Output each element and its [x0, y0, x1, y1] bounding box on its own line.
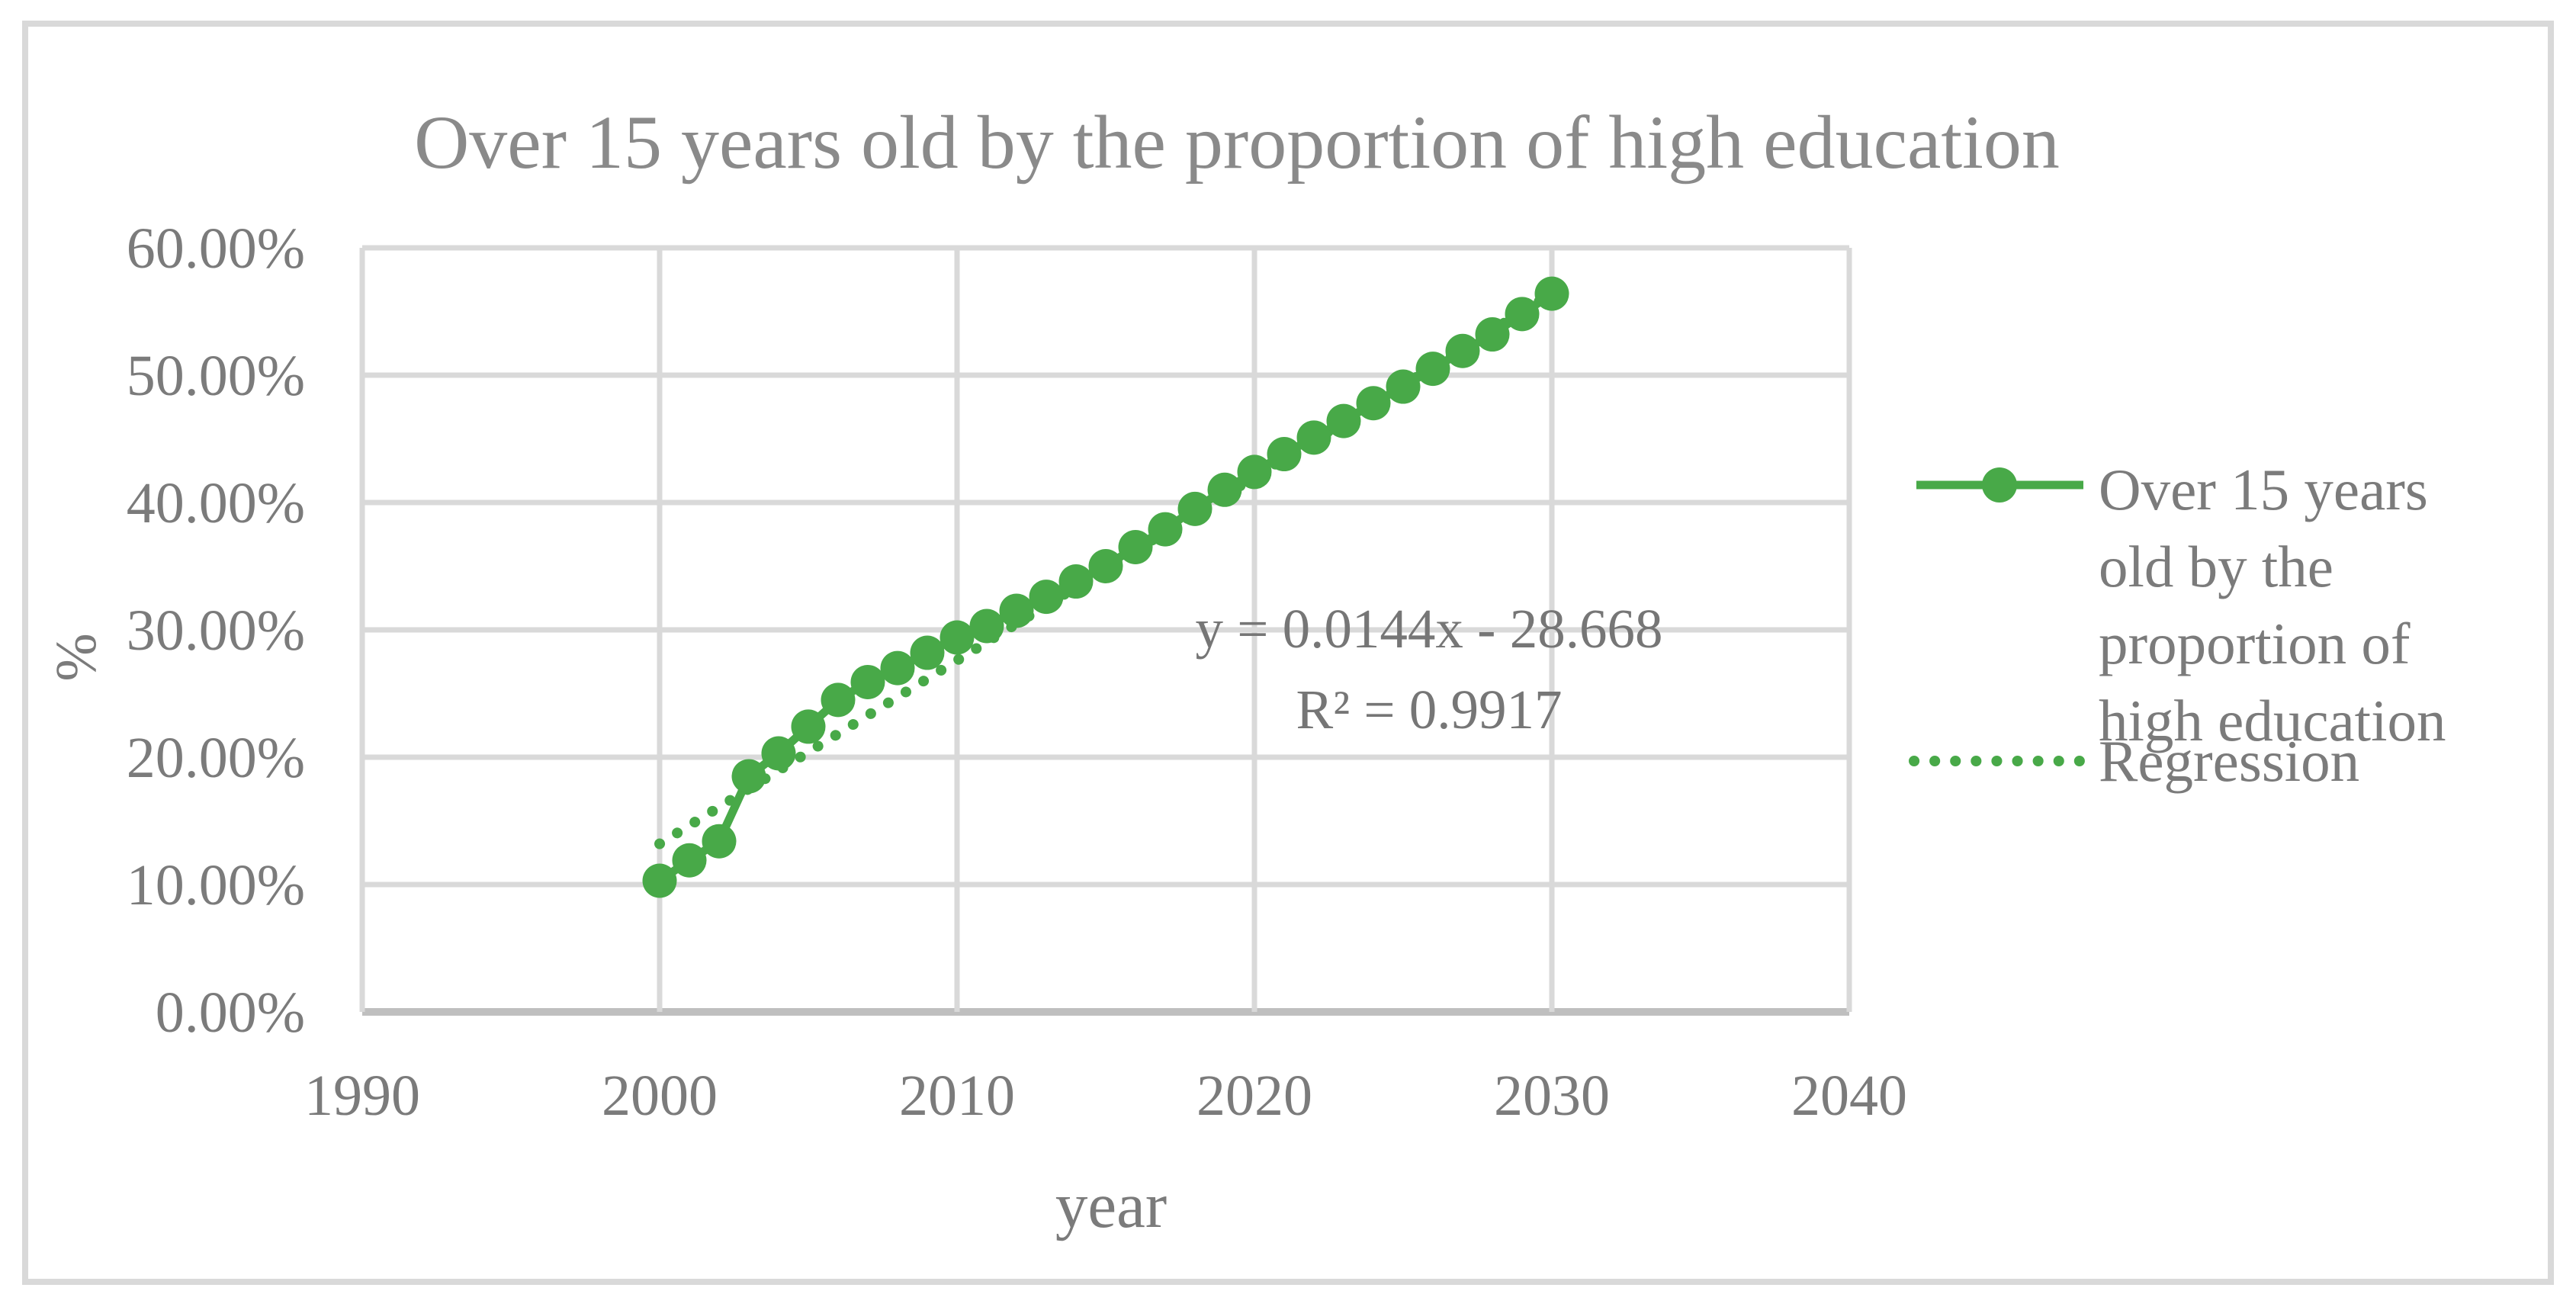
y-tick-label: 60.00%	[127, 217, 305, 281]
data-point-marker	[1326, 403, 1361, 438]
data-point-marker	[999, 593, 1034, 628]
data-point-marker	[880, 650, 915, 686]
y-tick-label: 30.00%	[127, 599, 305, 663]
data-point-marker	[910, 635, 945, 670]
x-tick-label: 2020	[1196, 1064, 1312, 1128]
legend-item-series-label: Over 15 years old by the proportion of h…	[2099, 457, 2446, 753]
data-point-marker	[791, 709, 826, 744]
x-axis-title: year	[1055, 1170, 1168, 1241]
chart-title: Over 15 years old by the proportion of h…	[414, 100, 2060, 185]
data-point-marker	[1534, 276, 1569, 311]
trendline-equation: y = 0.0144x - 28.668	[1195, 598, 1663, 660]
data-point-marker	[821, 682, 856, 718]
x-tick-label: 2010	[899, 1064, 1015, 1128]
data-point-marker	[1296, 420, 1331, 455]
y-tick-label: 20.00%	[127, 726, 305, 790]
trendline-r-squared: R² = 0.9917	[1296, 679, 1563, 740]
figure-border	[22, 21, 2554, 1285]
data-point-marker	[1356, 386, 1391, 421]
data-point-marker	[1445, 333, 1480, 368]
x-tick-label: 2000	[602, 1064, 718, 1128]
data-point-marker	[1029, 580, 1064, 615]
data-point-marker	[1237, 454, 1272, 490]
data-point-marker	[1058, 564, 1094, 599]
data-point-marker	[850, 664, 885, 699]
x-tick-labels: 1990 2000 2010 2020 2030 2040	[304, 1064, 1907, 1128]
y-tick-label: 40.00%	[127, 471, 305, 535]
data-point-marker	[761, 736, 796, 771]
data-point-marker	[642, 863, 677, 898]
data-point-marker	[672, 843, 707, 878]
data-point-marker	[1475, 317, 1510, 352]
data-point-marker	[702, 824, 737, 859]
y-tick-label: 50.00%	[127, 344, 305, 408]
y-tick-label: 10.00%	[127, 853, 305, 917]
data-point-marker	[940, 620, 975, 655]
data-point-marker	[1505, 297, 1540, 332]
legend-series-marker-swatch	[1982, 467, 2017, 503]
data-point-marker	[1386, 369, 1421, 404]
y-tick-label: 0.00%	[156, 981, 305, 1045]
trendline-annotation: y = 0.0144x - 28.668 R² = 0.9917	[1124, 589, 1734, 750]
x-tick-label: 2030	[1494, 1064, 1610, 1128]
y-tick-labels: 0.00% 10.00% 20.00% 30.00% 40.00% 50.00% 60.00…	[127, 217, 305, 1045]
x-tick-label: 2040	[1791, 1064, 1907, 1128]
data-point-marker	[731, 759, 766, 794]
data-series-group	[642, 276, 1569, 898]
data-point-marker	[1267, 437, 1302, 472]
legend-item-regression-label: Regression	[2099, 728, 2360, 794]
data-point-marker	[1118, 529, 1153, 564]
y-axis-title: %	[43, 633, 108, 682]
data-point-marker	[1415, 352, 1450, 387]
data-point-marker	[1088, 549, 1123, 583]
x-tick-label: 1990	[304, 1064, 420, 1128]
horizontal-gridlines	[362, 245, 1849, 1016]
data-point-marker	[1177, 491, 1213, 526]
data-point-marker	[969, 609, 1004, 644]
data-point-marker	[1207, 472, 1242, 507]
data-point-marker	[1148, 512, 1183, 547]
legend-swatches	[1909, 467, 2089, 766]
